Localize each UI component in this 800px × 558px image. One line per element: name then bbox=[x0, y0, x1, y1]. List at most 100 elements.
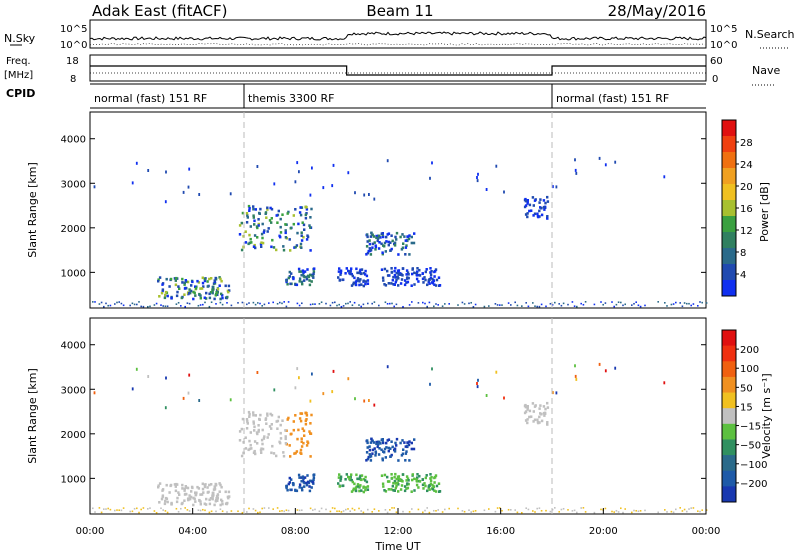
power-echo-cell bbox=[288, 270, 291, 274]
power-echo-cell bbox=[300, 239, 304, 242]
power-echo-cell bbox=[298, 270, 301, 273]
velocity-scatter-point bbox=[476, 385, 479, 389]
power-echo-cell bbox=[238, 233, 242, 236]
velocity-near-range bbox=[617, 511, 620, 513]
power-near-range bbox=[320, 301, 323, 304]
velocity-near-range bbox=[160, 507, 162, 510]
power-near-range bbox=[549, 302, 552, 305]
power-echo-cell bbox=[183, 281, 186, 285]
velocity-echo-cell bbox=[546, 423, 549, 426]
velocity-near-range bbox=[494, 510, 497, 513]
power-scatter-point bbox=[347, 171, 350, 175]
power-echo-cell bbox=[252, 205, 255, 208]
power-near-range bbox=[378, 304, 380, 307]
velocity-echo-cell bbox=[367, 455, 370, 459]
velocity-echo-cell bbox=[209, 497, 213, 500]
velocity-echo-cell bbox=[374, 451, 378, 455]
velocity-echo-cell bbox=[205, 497, 208, 501]
velocity-echo-cell bbox=[393, 489, 396, 492]
power-echo-cell bbox=[288, 275, 291, 278]
velocity-near-range bbox=[252, 508, 255, 510]
nave-tick-bottom: 0 bbox=[712, 74, 718, 85]
velocity-near-range bbox=[107, 507, 109, 510]
velocity-echo-cell bbox=[400, 454, 404, 457]
power-near-range bbox=[686, 302, 688, 305]
power-echo-cell bbox=[199, 294, 202, 297]
velocity-echo-cell bbox=[293, 452, 296, 455]
velocity-echo-cell bbox=[199, 502, 202, 506]
power-echo-cell bbox=[339, 269, 343, 273]
power-echo-cell bbox=[266, 230, 269, 233]
velocity-scatter-point bbox=[354, 397, 356, 401]
velocity-near-range bbox=[175, 507, 178, 510]
power-echo-cell bbox=[373, 241, 376, 244]
velocity-echo-cell bbox=[266, 436, 269, 439]
power-echo-cell bbox=[224, 284, 227, 288]
power-colorbar-swatch bbox=[722, 136, 736, 153]
velocity-echo-cell bbox=[360, 478, 363, 482]
power-echo-cell bbox=[353, 276, 356, 280]
velocity-echo-cell bbox=[546, 421, 549, 424]
power-echo-cell bbox=[296, 231, 299, 235]
power-echo-cell bbox=[253, 223, 256, 226]
velocity-echo-cell bbox=[298, 417, 302, 420]
velocity-echo-cell bbox=[337, 476, 341, 479]
velocity-echo-cell bbox=[288, 476, 291, 480]
power-near-range bbox=[166, 305, 169, 308]
velocity-near-range bbox=[342, 510, 345, 512]
velocity-echo-cell bbox=[356, 477, 359, 481]
power-echo-cell bbox=[248, 241, 252, 245]
velocity-echo-cell bbox=[218, 482, 221, 485]
velocity-echo-cell bbox=[300, 412, 304, 415]
velocity-near-range bbox=[318, 510, 321, 513]
velocity-echo-cell bbox=[240, 454, 244, 458]
velocity-echo-cell bbox=[261, 447, 265, 451]
power-scatter-point bbox=[598, 156, 601, 160]
velocity-echo-cell bbox=[364, 488, 367, 492]
power-echo-cell bbox=[297, 222, 300, 226]
power-echo-cell bbox=[370, 231, 373, 235]
power-echo-cell bbox=[201, 281, 205, 285]
power-near-range bbox=[298, 304, 301, 307]
power-echo-cell bbox=[410, 241, 413, 245]
power-colorbar-tick-label: 8 bbox=[740, 248, 746, 259]
velocity-near-range bbox=[483, 509, 486, 512]
velocity-colorbar-swatch bbox=[722, 376, 736, 394]
velocity-echo-cell bbox=[252, 420, 255, 423]
velocity-echo-cell bbox=[194, 493, 198, 496]
velocity-echo-cell bbox=[177, 491, 180, 494]
velocity-echo-cell bbox=[275, 420, 278, 423]
velocity-echo-cell bbox=[391, 445, 394, 449]
freq-line bbox=[90, 65, 706, 76]
velocity-echo-cell bbox=[276, 419, 280, 423]
velocity-near-range bbox=[285, 509, 288, 512]
velocity-near-range bbox=[349, 510, 351, 513]
velocity-echo-cell bbox=[300, 486, 304, 490]
velocity-near-range bbox=[140, 508, 142, 511]
power-echo-cell bbox=[429, 273, 433, 276]
power-echo-cell bbox=[300, 273, 303, 277]
power-echo-cell bbox=[163, 296, 167, 300]
velocity-near-range bbox=[699, 510, 701, 513]
power-near-range bbox=[353, 301, 356, 304]
velocity-echo-cell bbox=[413, 438, 416, 441]
power-near-range bbox=[254, 303, 257, 306]
velocity-echo-cell bbox=[405, 487, 408, 490]
velocity-echo-cell bbox=[390, 488, 393, 491]
power-echo-cell bbox=[309, 249, 312, 252]
velocity-echo-cell bbox=[260, 451, 263, 454]
y-tick-label: 1000 bbox=[61, 474, 86, 485]
velocity-near-range bbox=[329, 510, 332, 513]
power-echoes bbox=[92, 156, 708, 308]
velocity-near-range bbox=[540, 509, 543, 512]
power-near-range bbox=[615, 303, 618, 306]
power-echo-cell bbox=[194, 287, 198, 290]
power-near-range bbox=[688, 302, 690, 305]
velocity-near-range bbox=[666, 511, 668, 513]
power-near-range bbox=[281, 302, 283, 305]
velocity-echo-cell bbox=[213, 488, 217, 491]
velocity-near-range bbox=[92, 507, 94, 510]
velocity-near-range bbox=[525, 507, 527, 509]
velocity-near-range bbox=[441, 511, 444, 513]
power-echo-cell bbox=[247, 242, 250, 246]
